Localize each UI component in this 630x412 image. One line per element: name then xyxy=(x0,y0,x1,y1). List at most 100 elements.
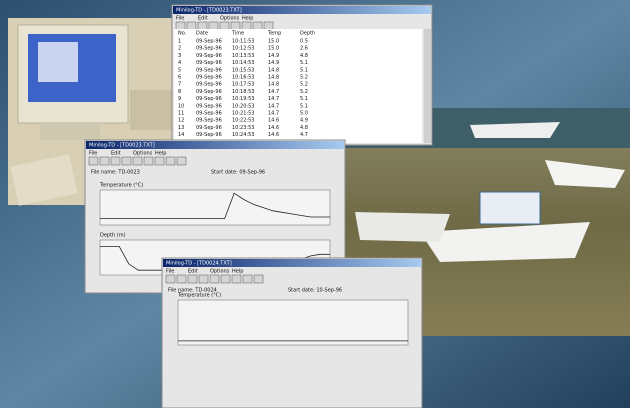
table-cell: 10:18:53 xyxy=(232,89,254,95)
table-cell: 3 xyxy=(178,53,181,59)
table-cell: 14.7 xyxy=(268,111,279,117)
menu-item[interactable]: Help xyxy=(155,151,166,157)
table-cell: 10:17:53 xyxy=(232,82,254,88)
table-cell: 0.5 xyxy=(300,39,308,45)
table-cell: 10:22:53 xyxy=(232,118,254,124)
table-cell: 6 xyxy=(178,75,181,81)
table-cell: 14.8 xyxy=(268,75,279,81)
table-cell: 10:14:53 xyxy=(232,60,254,66)
menu-item[interactable]: File xyxy=(166,269,174,275)
toolbar-button[interactable] xyxy=(254,275,263,283)
column-header: Temp xyxy=(267,31,281,37)
table-cell: 09-Sep-96 xyxy=(196,132,222,138)
table-cell: 9 xyxy=(178,96,181,102)
panel-label: Temperature (°C) xyxy=(177,293,221,299)
column-header: Depth xyxy=(300,31,315,37)
toolbar-button[interactable] xyxy=(210,275,219,283)
table-cell: 10:13:53 xyxy=(232,53,254,59)
table-cell: 13 xyxy=(178,125,184,131)
table-cell: 10:19:53 xyxy=(232,96,254,102)
table-cell: 09-Sep-96 xyxy=(196,125,222,131)
menu-item[interactable]: File xyxy=(89,151,97,157)
table-cell: 4.8 xyxy=(300,53,308,59)
table-cell: 09-Sep-96 xyxy=(196,111,222,117)
toolbar-button[interactable] xyxy=(221,275,230,283)
table-cell: 14.6 xyxy=(268,118,279,124)
plot-area xyxy=(178,300,408,345)
table-cell: 5.1 xyxy=(300,103,308,109)
toolbar-button[interactable] xyxy=(177,275,186,283)
table-cell: 09-Sep-96 xyxy=(196,39,222,45)
toolbar-button[interactable] xyxy=(155,157,164,165)
toolbar-button[interactable] xyxy=(177,157,186,165)
menu-item[interactable]: Edit xyxy=(198,16,208,22)
toolbar-button[interactable] xyxy=(232,275,241,283)
window-title: Minilog-TD - [TD0023.TXT] xyxy=(89,143,155,149)
toolbar-button[interactable] xyxy=(220,22,229,30)
table-cell: 10:16:53 xyxy=(232,75,254,81)
toolbar-button[interactable] xyxy=(100,157,109,165)
table-cell: 4.9 xyxy=(300,118,308,124)
column-header: No. xyxy=(178,31,187,37)
menu-item[interactable]: Edit xyxy=(188,269,198,275)
file-info: File name: TD-0023 xyxy=(91,170,140,176)
table-cell: 5.1 xyxy=(300,67,308,73)
table-cell: 7 xyxy=(178,82,181,88)
table-cell: 09-Sep-96 xyxy=(196,82,222,88)
table-cell: 14.6 xyxy=(268,132,279,138)
plot-area xyxy=(100,190,330,225)
toolbar-button[interactable] xyxy=(89,157,98,165)
file-info: Start date: 09-Sep-96 xyxy=(211,170,265,176)
table-cell: 14.8 xyxy=(268,82,279,88)
menu-item[interactable]: Options xyxy=(133,151,153,157)
menu-item[interactable]: Options xyxy=(220,16,240,22)
table-cell: 09-Sep-96 xyxy=(196,67,222,73)
menu-item[interactable]: Options xyxy=(210,269,230,275)
toolbar-button[interactable] xyxy=(144,157,153,165)
toolbar-button[interactable] xyxy=(176,22,185,30)
scrollbar xyxy=(424,29,431,143)
toolbar-button[interactable] xyxy=(166,275,175,283)
toolbar-button[interactable] xyxy=(166,157,175,165)
menu-item[interactable]: Help xyxy=(242,16,253,22)
table-cell: 14.9 xyxy=(268,60,279,66)
toolbar-button[interactable] xyxy=(253,22,262,30)
table-cell: 09-Sep-96 xyxy=(196,118,222,124)
column-header: Time xyxy=(231,31,244,37)
menu-item[interactable]: Edit xyxy=(111,151,121,157)
toolbar-button[interactable] xyxy=(111,157,120,165)
table-cell: 10:21:53 xyxy=(232,111,254,117)
toolbar-button[interactable] xyxy=(122,157,131,165)
table-cell: 09-Sep-96 xyxy=(196,103,222,109)
column-header: Date xyxy=(196,31,208,37)
menu-item[interactable]: Help xyxy=(232,269,243,275)
table-cell: 5.1 xyxy=(300,60,308,66)
toolbar-button[interactable] xyxy=(133,157,142,165)
page: Minilog-TD - [TD0023.TXT] File Edit Options… xyxy=(0,0,630,408)
table-cell: 14 xyxy=(178,132,184,138)
toolbar-button[interactable] xyxy=(199,275,208,283)
table-cell: 15.0 xyxy=(268,46,279,52)
table-cell: 14.8 xyxy=(268,67,279,73)
table-cell: 10:12:53 xyxy=(232,46,254,52)
table-cell: 09-Sep-96 xyxy=(196,96,222,102)
table-cell: 5.2 xyxy=(300,75,308,81)
toolbar-button[interactable] xyxy=(188,275,197,283)
table-cell: 11 xyxy=(178,111,184,117)
toolbar-button[interactable] xyxy=(198,22,207,30)
menu-item[interactable]: File xyxy=(176,16,184,22)
table-cell: 14.7 xyxy=(268,89,279,95)
table-cell: 4 xyxy=(178,60,181,66)
toolbar-button[interactable] xyxy=(264,22,273,30)
table-cell: 14.7 xyxy=(268,96,279,102)
table-cell: 14.9 xyxy=(268,53,279,59)
table-cell: 09-Sep-96 xyxy=(196,53,222,59)
table-cell: 4.7 xyxy=(300,132,308,138)
toolbar-button[interactable] xyxy=(209,22,218,30)
table-cell: 09-Sep-96 xyxy=(196,46,222,52)
table-cell: 12 xyxy=(178,118,184,124)
toolbar-button[interactable] xyxy=(242,22,251,30)
toolbar-button[interactable] xyxy=(243,275,252,283)
toolbar-button[interactable] xyxy=(187,22,196,30)
toolbar-button[interactable] xyxy=(231,22,240,30)
